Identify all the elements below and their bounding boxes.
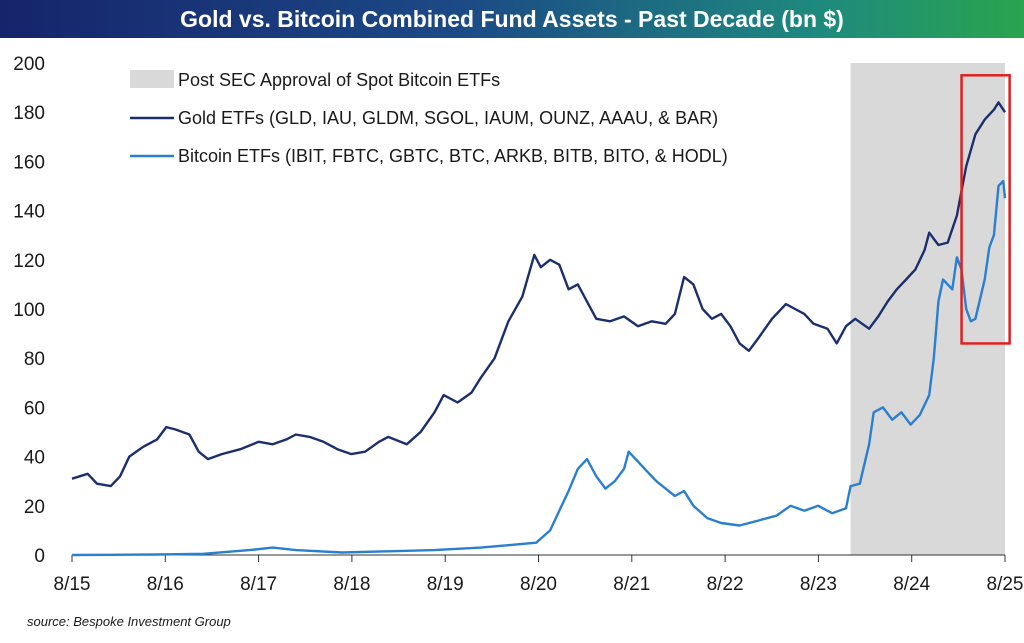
source-note: source: Bespoke Investment Group (27, 614, 231, 629)
x-tick-label: 8/24 (893, 574, 930, 595)
x-tick-label: 8/16 (147, 574, 184, 595)
legend-label-bitcoin: Bitcoin ETFs (IBIT, FBTC, GBTC, BTC, ARK… (178, 146, 728, 166)
y-tick-label: 160 (13, 152, 45, 173)
y-tick-label: 20 (24, 497, 45, 518)
y-tick-label: 140 (13, 202, 45, 223)
legend-swatch-shaded (130, 70, 174, 88)
x-tick-label: 8/19 (427, 574, 464, 595)
y-tick-label: 120 (13, 251, 45, 272)
y-tick-label: 0 (34, 546, 45, 567)
shaded-region (850, 63, 1005, 555)
x-tick-label: 8/17 (240, 574, 277, 595)
x-tick-label: 8/23 (800, 574, 837, 595)
bitcoin-etf-line (71, 179, 1007, 557)
legend-label-gold: Gold ETFs (GLD, IAU, GLDM, SGOL, IAUM, O… (178, 108, 718, 128)
y-tick-label: 200 (13, 54, 45, 75)
x-tick-label: 8/25 (987, 574, 1024, 595)
legend-label-shaded: Post SEC Approval of Spot Bitcoin ETFs (178, 70, 500, 90)
title-bar (0, 0, 1024, 38)
x-tick-label: 8/15 (54, 574, 91, 595)
y-tick-label: 80 (24, 349, 45, 370)
y-tick-label: 40 (24, 448, 45, 469)
gold-etf-line (71, 101, 1007, 488)
x-tick-label: 8/22 (707, 574, 744, 595)
chart-title: Gold vs. Bitcoin Combined Fund Assets - … (180, 6, 844, 32)
highlight-box (960, 74, 1011, 345)
y-tick-label: 180 (13, 103, 45, 124)
x-tick-label: 8/18 (333, 574, 370, 595)
y-tick-label: 60 (24, 398, 45, 419)
x-tick-label: 8/21 (613, 574, 650, 595)
x-tick-label: 8/20 (520, 574, 557, 595)
chart-area: 0 20 40 60 80 100 120 140 160 180 200 8/15 8/16 8/17 8… (13, 54, 1024, 595)
y-tick-label: 100 (13, 300, 45, 321)
